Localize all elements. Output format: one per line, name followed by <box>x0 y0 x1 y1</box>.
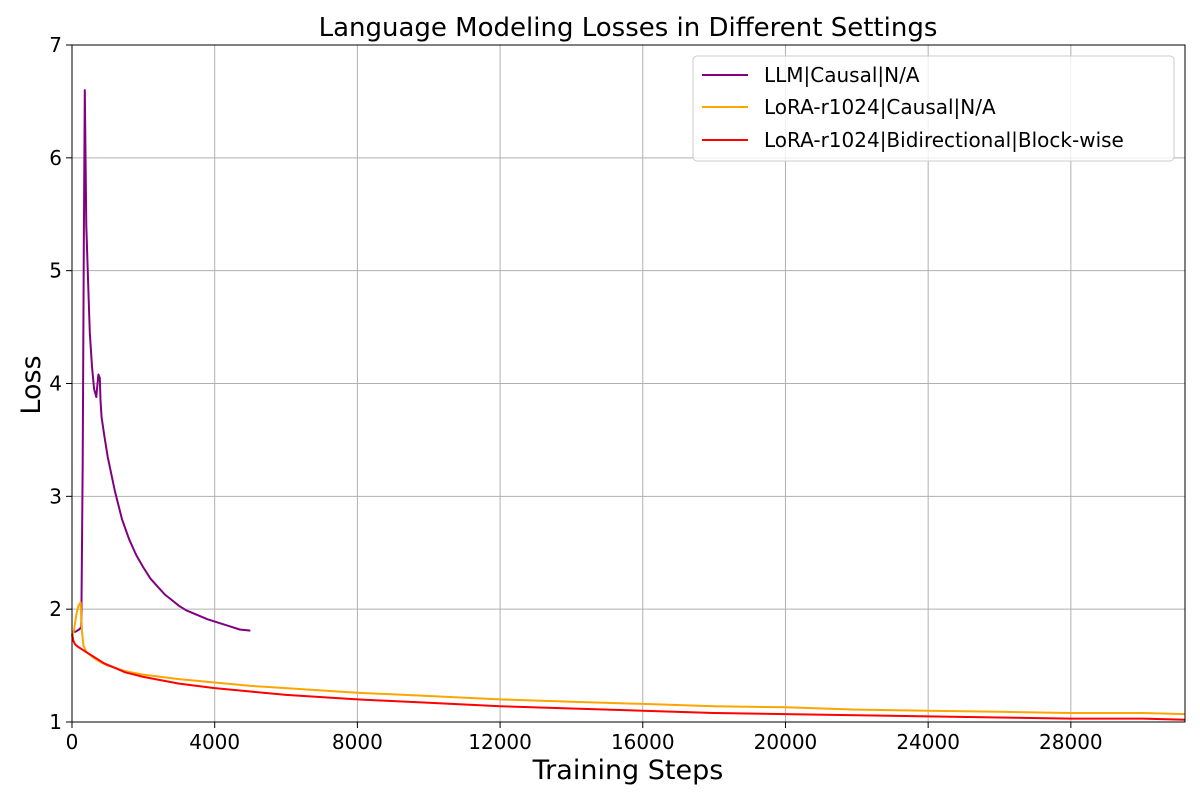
y-tick-label: 7 <box>49 33 62 57</box>
y-ticks: 1 2 3 4 5 6 7 <box>49 33 72 734</box>
x-tick-label: 24000 <box>896 730 960 754</box>
legend-label-lora-bidirectional: LoRA-r1024|Bidirectional|Block-wise <box>764 128 1124 152</box>
x-axis-label: Training Steps <box>532 755 724 786</box>
series-line-lora-causal <box>71 601 1186 716</box>
y-tick-label: 4 <box>49 372 62 396</box>
series-line-lora-bidirectional-blockwise <box>71 633 1186 721</box>
x-tick-label: 8000 <box>332 730 383 754</box>
y-tick-label: 5 <box>49 259 62 283</box>
x-tick-label: 0 <box>66 730 79 754</box>
x-tick-label: 16000 <box>611 730 675 754</box>
x-tick-label: 28000 <box>1039 730 1103 754</box>
y-tick-label: 2 <box>49 597 62 621</box>
y-tick-label: 3 <box>49 484 62 508</box>
chart-title: Language Modeling Losses in Different Se… <box>319 13 938 43</box>
legend-label-llm: LLM|Causal|N/A <box>764 63 920 87</box>
x-tick-label: 20000 <box>754 730 818 754</box>
x-tick-label: 4000 <box>189 730 240 754</box>
legend-box <box>692 55 1175 162</box>
x-tick-label: 12000 <box>468 730 532 754</box>
legend-label-lora-causal: LoRA-r1024|Causal|N/A <box>764 95 996 119</box>
y-tick-label: 6 <box>49 146 62 170</box>
series-line-llm-causal <box>72 89 251 633</box>
x-ticks: 0 4000 8000 12000 16000 20000 24000 28000 <box>66 722 1103 754</box>
y-tick-label: 1 <box>49 710 62 734</box>
y-axis-label: Loss <box>16 355 47 414</box>
legend: LLM|Causal|N/A LoRA-r1024|Causal|N/A LoR… <box>692 55 1175 162</box>
series-lines <box>71 89 1186 721</box>
